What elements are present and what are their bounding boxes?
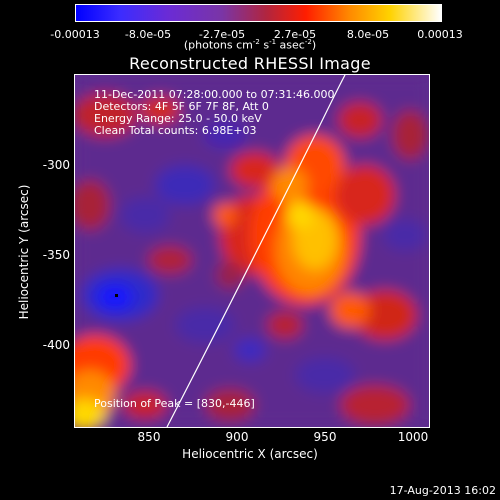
colorbar-units: (photons cm-2 s-1 asec-2) bbox=[183, 38, 317, 52]
colorbar bbox=[75, 4, 442, 22]
detectors-label: Detectors: 4F 5F 6F 7F 8F, Att 0 bbox=[94, 100, 269, 113]
x-tick: 950 bbox=[313, 430, 337, 444]
x-tick: 900 bbox=[225, 430, 249, 444]
peak-marker bbox=[115, 294, 118, 297]
colorbar-tick: 8.0e-05 bbox=[346, 28, 390, 41]
colorbar-tick: -2.7e-05 bbox=[198, 28, 246, 41]
colorbar-tick: 2.7e-05 bbox=[273, 28, 317, 41]
clean-counts-label: Clean Total counts: 6.98E+03 bbox=[94, 124, 257, 137]
y-tick: -400 bbox=[42, 338, 70, 352]
y-axis-label: Heliocentric Y (arcsec) bbox=[17, 184, 31, 320]
peak-position-label: Position of Peak = [830,-446] bbox=[94, 397, 255, 410]
plot-title: Reconstructed RHESSI Image bbox=[129, 54, 371, 73]
x-axis-label: Heliocentric X (arcsec) bbox=[182, 447, 318, 461]
y-tick: -300 bbox=[42, 158, 70, 172]
solar-limb bbox=[166, 75, 346, 427]
rhessi-image bbox=[75, 75, 429, 427]
image-plot bbox=[74, 74, 430, 428]
colorbar-tick: 0.00013 bbox=[417, 28, 463, 41]
energy-range-label: Energy Range: 25.0 - 50.0 keV bbox=[94, 112, 262, 125]
time-range-label: 11-Dec-2011 07:28:00.000 to 07:31:46.000 bbox=[94, 88, 335, 101]
colorbar-tick: -0.00013 bbox=[50, 28, 100, 41]
y-tick: -350 bbox=[42, 248, 70, 262]
x-tick: 1000 bbox=[397, 430, 429, 444]
colorbar-tick: -8.0e-05 bbox=[124, 28, 172, 41]
timestamp: 17-Aug-2013 16:02 bbox=[389, 484, 496, 497]
x-tick: 850 bbox=[137, 430, 161, 444]
